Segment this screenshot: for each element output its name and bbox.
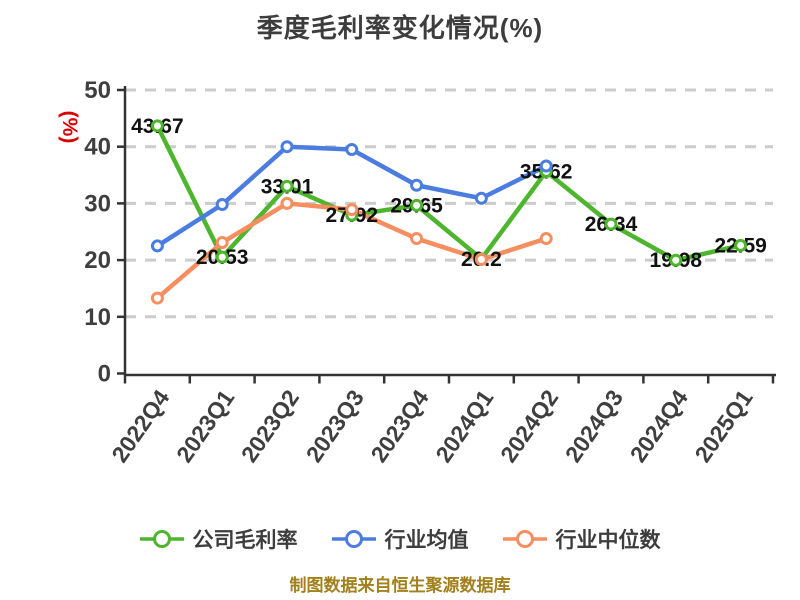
legend-item-label: 行业中位数	[555, 529, 661, 552]
x-tick-label: 2023Q4	[365, 385, 433, 467]
marker-company-gross-margin	[150, 119, 164, 133]
marker-industry-mean	[410, 178, 424, 192]
x-tick-label: 2024Q3	[560, 385, 628, 467]
y-tick-label: 30	[84, 190, 111, 217]
legend-item-company-gross-margin[interactable]: 公司毛利率	[139, 524, 298, 554]
marker-company-gross-margin	[410, 198, 424, 212]
marker-industry-median	[474, 253, 488, 267]
marker-industry-mean	[539, 159, 553, 173]
y-tick-label: 0	[98, 361, 111, 388]
legend: 公司毛利率 行业均值 行业中位数	[0, 524, 800, 554]
x-tick-label: 2023Q2	[236, 385, 304, 467]
legend-item-label: 公司毛利率	[192, 529, 298, 552]
marker-company-gross-margin	[734, 238, 748, 252]
series-line-industry-mean	[155, 144, 549, 249]
marker-company-gross-margin	[215, 250, 229, 264]
marker-industry-mean	[150, 239, 164, 253]
legend-item-industry-median[interactable]: 行业中位数	[502, 524, 661, 554]
y-axis-name: (%)	[58, 111, 81, 144]
y-tick-label: 40	[84, 134, 111, 161]
legend-marker-icon	[502, 530, 547, 548]
legend-item-industry-mean[interactable]: 行业均值	[331, 524, 469, 554]
marker-industry-median	[345, 203, 359, 217]
marker-company-gross-margin	[604, 217, 618, 231]
marker-industry-median	[215, 236, 229, 250]
y-tick-label: 50	[84, 77, 111, 104]
marker-industry-mean	[280, 140, 294, 154]
marker-industry-mean	[474, 191, 488, 205]
marker-industry-median	[280, 196, 294, 210]
marker-company-gross-margin	[280, 179, 294, 193]
x-tick-label: 2023Q1	[171, 385, 239, 467]
x-tick-label: 2025Q1	[689, 385, 757, 467]
marker-industry-mean	[345, 143, 359, 157]
chart-title: 季度毛利率变化情况(%)	[256, 13, 544, 43]
marker-industry-median	[539, 232, 553, 246]
x-tick-label: 2024Q4	[625, 385, 693, 467]
x-tick-label: 2023Q3	[301, 385, 369, 467]
legend-marker-icon	[139, 530, 184, 548]
x-tick-label: 2022Q4	[106, 385, 174, 467]
marker-industry-mean	[215, 198, 229, 212]
legend-marker-icon	[331, 530, 376, 548]
legend-item-label: 行业均值	[384, 529, 469, 552]
marker-industry-median	[150, 291, 164, 305]
source-note: 制图数据来自恒生聚源数据库	[289, 576, 511, 595]
y-tick-label: 20	[84, 247, 111, 274]
y-tick-label: 10	[84, 304, 111, 331]
x-tick-label: 2024Q1	[430, 385, 498, 467]
marker-company-gross-margin	[669, 253, 683, 267]
marker-industry-median	[410, 232, 424, 246]
x-tick-label: 2024Q2	[495, 385, 563, 467]
